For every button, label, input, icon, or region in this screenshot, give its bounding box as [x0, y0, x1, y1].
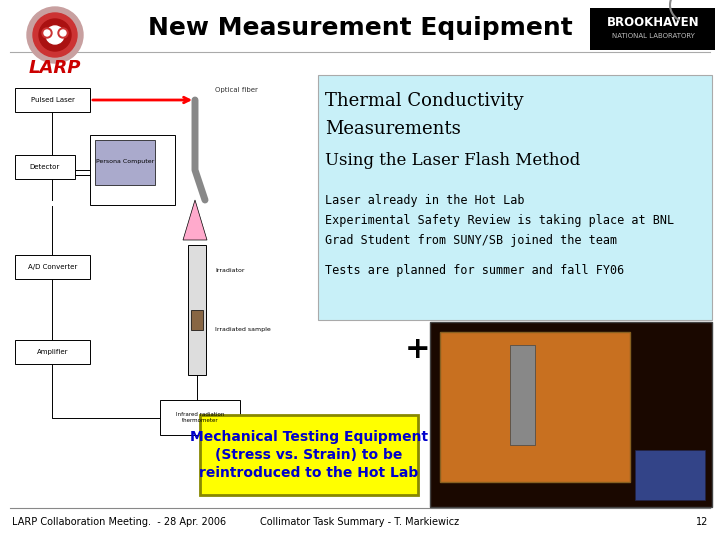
Text: Laser already in the Hot Lab: Laser already in the Hot Lab — [325, 194, 524, 207]
Text: Pulsed Laser: Pulsed Laser — [30, 97, 74, 103]
Bar — [590, 8, 715, 50]
Text: NATIONAL LABORATORY: NATIONAL LABORATORY — [611, 33, 694, 39]
Text: 12: 12 — [696, 517, 708, 527]
Bar — [318, 75, 712, 320]
Text: LARP: LARP — [29, 59, 81, 77]
Bar — [15, 88, 90, 112]
Text: Persona Computer: Persona Computer — [96, 159, 154, 165]
Text: Collimator Task Summary - T. Markiewicz: Collimator Task Summary - T. Markiewicz — [261, 517, 459, 527]
Circle shape — [42, 28, 52, 38]
Bar — [15, 255, 90, 279]
Text: Mechanical Testing Equipment
(Stress vs. Strain) to be
reintroduced to the Hot L: Mechanical Testing Equipment (Stress vs.… — [190, 430, 428, 481]
Circle shape — [33, 13, 77, 57]
Bar — [200, 415, 418, 495]
Text: Detector: Detector — [30, 164, 60, 170]
Bar — [430, 322, 712, 507]
Bar — [15, 340, 90, 364]
Text: +: + — [405, 335, 431, 364]
Circle shape — [27, 7, 83, 63]
Bar — [90, 135, 175, 205]
Text: Using the Laser Flash Method: Using the Laser Flash Method — [325, 152, 580, 169]
Text: Grad Student from SUNY/SB joined the team: Grad Student from SUNY/SB joined the tea… — [325, 234, 617, 247]
Circle shape — [58, 28, 68, 38]
Text: Thermal Conductivity: Thermal Conductivity — [325, 92, 523, 110]
Text: Tests are planned for summer and fall FY06: Tests are planned for summer and fall FY… — [325, 264, 624, 277]
Circle shape — [60, 30, 66, 36]
Text: Optical fiber: Optical fiber — [215, 87, 258, 93]
Text: Amplifier: Amplifier — [37, 349, 68, 355]
Text: Irradiated sample: Irradiated sample — [215, 327, 271, 333]
Text: New Measurement Equipment: New Measurement Equipment — [148, 16, 572, 40]
Bar — [160, 400, 240, 435]
Bar — [15, 155, 75, 179]
Text: LARP Collaboration Meeting.  - 28 Apr. 2006: LARP Collaboration Meeting. - 28 Apr. 20… — [12, 517, 226, 527]
Polygon shape — [183, 200, 207, 240]
Bar — [191, 310, 203, 330]
Text: Infrared radiation
thermometer: Infrared radiation thermometer — [176, 412, 224, 423]
Circle shape — [39, 19, 71, 51]
Circle shape — [46, 26, 64, 44]
Text: A/D Converter: A/D Converter — [28, 264, 77, 270]
Bar — [510, 345, 535, 445]
Bar — [8, 75, 318, 455]
Bar — [188, 245, 206, 375]
Circle shape — [44, 30, 50, 36]
Bar — [635, 450, 705, 500]
Bar — [95, 140, 155, 185]
Text: Irradiator: Irradiator — [215, 267, 245, 273]
Bar — [440, 332, 630, 482]
Text: BROOKHAVEN: BROOKHAVEN — [607, 16, 699, 29]
Text: Measurements: Measurements — [325, 120, 461, 138]
Text: Experimental Safety Review is taking place at BNL: Experimental Safety Review is taking pla… — [325, 214, 674, 227]
